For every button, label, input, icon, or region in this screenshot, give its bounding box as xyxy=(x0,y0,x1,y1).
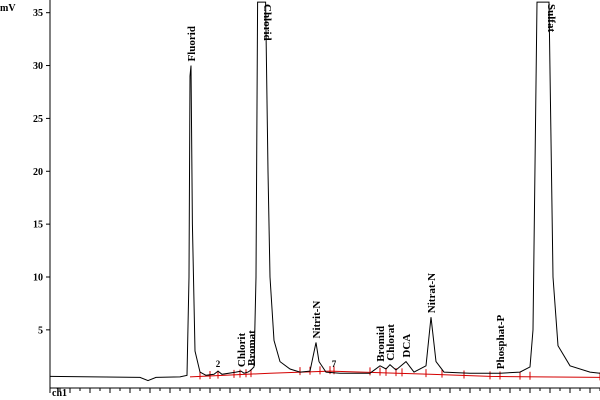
y-tick-label: 10 xyxy=(33,272,43,283)
peak-label-group: Fluorid xyxy=(186,26,198,61)
x-axis-ticks xyxy=(49,388,600,393)
chromatogram-trace xyxy=(49,1,600,382)
peak-label-group: Bromat xyxy=(246,330,258,366)
peak-label: Phosphat-P xyxy=(495,315,507,370)
peak-label-group: Chlorat xyxy=(385,324,397,361)
y-tick-label: 25 xyxy=(33,114,43,125)
peak-label: DCA xyxy=(401,334,413,358)
y-tick-label: 20 xyxy=(33,167,43,178)
peak-label: 2 xyxy=(216,359,221,369)
peak-label: 7 xyxy=(332,359,337,369)
peak-label: Nitrat-N xyxy=(426,273,438,313)
peak-label: Sulfat xyxy=(545,4,557,32)
y-axis-unit-label: mV xyxy=(0,3,16,14)
peak-label-group: Chlorid xyxy=(261,4,273,41)
peak-label: Chlorat xyxy=(385,324,397,361)
y-axis-ticks: 5 10 15 20 25 30 35 xyxy=(33,8,50,336)
peak-label: Bromid xyxy=(375,326,387,362)
y-tick-label: 35 xyxy=(33,8,43,19)
peak-label: Fluorid xyxy=(186,26,198,61)
peak-label-group: Nitrit-N xyxy=(311,301,323,339)
channel-label: ch1 xyxy=(52,388,67,399)
peak-label: Chlorid xyxy=(261,4,273,41)
peak-label: Chlorit xyxy=(236,333,248,368)
y-tick-label: 15 xyxy=(33,220,43,231)
peak-label-group: Sulfat xyxy=(545,4,557,32)
peak-label-group: DCA xyxy=(401,334,413,358)
peak-label-group: Chlorit xyxy=(236,333,248,368)
y-tick-label: 30 xyxy=(33,61,43,72)
peak-label-group: Nitrat-N xyxy=(426,273,438,313)
peak-label-group: Phosphat-P xyxy=(495,315,507,370)
y-tick-label: 5 xyxy=(38,325,43,336)
peak-label: Nitrit-N xyxy=(311,301,323,339)
peak-label: Bromat xyxy=(246,330,258,366)
peak-label-group: Bromid xyxy=(375,326,387,362)
